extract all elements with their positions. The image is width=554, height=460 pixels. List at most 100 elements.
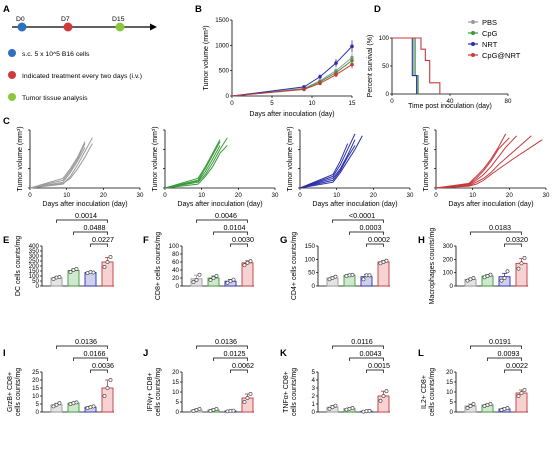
panel-label-j: J [143, 348, 148, 359]
data-point [367, 273, 372, 278]
p-value-label: 0.0104 [224, 223, 246, 232]
chart-j: J 0 5 10 15 20 IFNγ+ CD8+ cells counts/mg 0.0136… [143, 337, 254, 416]
y-tick-label: 300 [443, 243, 454, 250]
legend-label: PBS [482, 18, 497, 27]
data-point [231, 277, 236, 282]
data-point [468, 277, 473, 282]
y-tick-label: 50 [32, 278, 39, 285]
x-tick-label: 30 [407, 192, 414, 199]
data-point [334, 61, 338, 65]
x-tick-label: 0 [28, 192, 32, 199]
significance-bracket [56, 345, 108, 349]
data-point [208, 278, 213, 282]
panel-label-c: C [3, 116, 10, 127]
p-value-label: 0.0002 [368, 235, 390, 244]
p-value-label: 0.0488 [84, 223, 106, 232]
y-tick-label: 20 [172, 275, 179, 282]
data-point [102, 265, 107, 269]
data-point [242, 263, 247, 268]
data-point [211, 276, 216, 280]
data-point [334, 72, 338, 77]
p-value-label: 0.0191 [489, 337, 511, 346]
x-axis-label: Days after inoculation (day) [312, 201, 397, 208]
data-point [350, 406, 355, 410]
chart-h: H 0 100 200 300 Macrophages counts/mg 0.0183 0.… [418, 223, 528, 304]
legend-label: CpG@NRT [482, 51, 521, 60]
y-tick-label: 5 [176, 399, 180, 406]
chart-c-pbs: C 0 10 20 30 Days after inoculation (day) Tumo… [3, 116, 144, 208]
y-tick-label: 200 [443, 256, 454, 263]
y-tick-label: 10 [172, 389, 179, 396]
legend-label: CpG [482, 29, 498, 38]
mouse-growth-line [299, 145, 356, 189]
significance-bracket [504, 243, 522, 247]
p-value-label: 0.0125 [224, 349, 246, 358]
y-tick-label: 400 [29, 243, 40, 250]
significance-bracket [230, 243, 248, 247]
significance-bracket [90, 243, 108, 247]
legend-marker [471, 20, 475, 24]
panel-a-schedule: A D0 D7 D15 s.c. 5 x 10^5 B16 cells Indi… [3, 4, 157, 102]
y-tick-label: 5 [450, 399, 454, 406]
significance-bracket [73, 357, 108, 361]
y-tick-label: 0 [36, 283, 40, 290]
panel-label-g: G [280, 235, 287, 246]
legend-dot-inoculation [8, 49, 16, 57]
data-point [302, 87, 306, 92]
y-tick-label: 0 [176, 283, 180, 290]
data-point [228, 409, 233, 413]
x-axis-label: Days after inoculation (day) [177, 201, 262, 208]
chart-c-cpg: 0 10 20 30 Days after inoculation (day) Tumor… [152, 126, 279, 208]
data-point [245, 396, 250, 400]
y-tick-label: 0 [386, 91, 390, 98]
x-tick-label: 10 [333, 192, 340, 199]
y-tick-label: 150 [305, 243, 316, 250]
y-tick-label: 20 [32, 377, 39, 384]
significance-bracket [487, 357, 522, 361]
data-point [344, 273, 349, 278]
data-point [488, 272, 493, 277]
panel-label-a: A [3, 4, 10, 15]
data-point [350, 272, 355, 277]
p-value-label: 0.0093 [498, 349, 520, 358]
data-point [505, 269, 510, 274]
timeline-dot-treatment [63, 22, 73, 32]
y-axis-label: Tumor volume (mm³) [17, 126, 24, 191]
data-point [485, 274, 490, 278]
p-value-label: 0.0003 [360, 223, 382, 232]
data-point [350, 44, 354, 49]
data-point [327, 277, 332, 282]
data-point [502, 276, 507, 280]
timeline-day-7: D7 [61, 16, 70, 23]
p-value-label: 0.0116 [351, 337, 372, 346]
y-tick-label: 1 [312, 401, 316, 408]
legend-text-inoculation: s.c. 5 x 10^5 B16 cells [22, 51, 90, 58]
bar [377, 395, 390, 413]
significance-bracket [213, 357, 248, 361]
x-tick-label: 20 [100, 192, 107, 199]
p-value-label: 0.0030 [232, 235, 254, 244]
x-tick-label: 0 [298, 192, 302, 199]
timeline-dot-analysis [115, 22, 125, 32]
data-point [74, 400, 79, 405]
y-axis-label: TNFα+ CD8+ [283, 371, 290, 413]
data-point [344, 407, 349, 412]
mouse-growth-line [29, 141, 86, 189]
legend-marker [471, 53, 475, 57]
y-axis-label: Tumor volume (mm³) [423, 126, 430, 191]
data-point [384, 389, 389, 394]
x-tick-label: 0 [434, 192, 438, 199]
chart-d: D 0 50 100 0 40 80 Time post inoculation (day) P… [367, 4, 521, 110]
data-point [248, 259, 253, 264]
y-tick-label: 100 [305, 256, 316, 263]
data-point [231, 408, 236, 413]
significance-bracket [349, 231, 384, 235]
mouse-growth-line [299, 135, 363, 189]
data-point [225, 280, 230, 285]
y-axis-label: cells counts/mg [155, 368, 162, 416]
x-tick-label: 20 [506, 192, 513, 199]
y-tick-label: 15 [32, 385, 39, 392]
y-axis-label: IFNγ+ CD8+ [147, 373, 154, 412]
x-axis-label: Days after inoculation (day) [249, 111, 334, 118]
